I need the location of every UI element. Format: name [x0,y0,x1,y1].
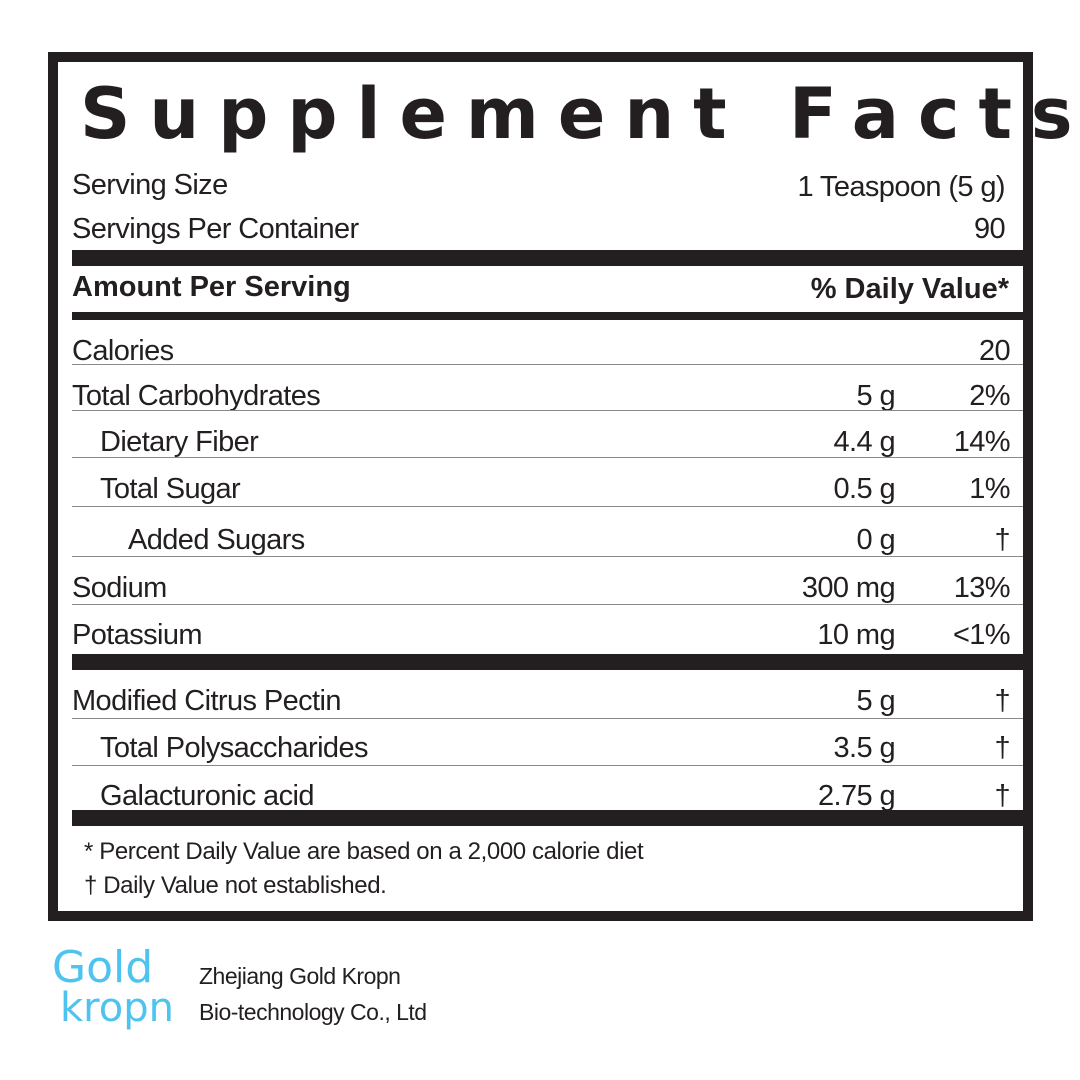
thick-divider [72,810,1023,826]
nutrient-amount: 4.4 g [833,426,896,458]
row-divider [72,506,1023,507]
nutrient-name: Potassium [72,619,203,651]
nutrient-amount: 10 mg [817,619,895,651]
nutrient-name: Calories [72,335,174,367]
footnote-daily-value: * Percent Daily Value are based on a 2,0… [84,838,644,865]
thick-divider [72,250,1023,266]
row-divider [72,364,1023,365]
nutrient-amount: 0 g [856,524,895,556]
medium-divider [72,312,1023,320]
nutrient-daily-value: † [994,780,1010,812]
row-divider [72,410,1023,411]
nutrient-name: Galacturonic acid [100,780,314,812]
panel-title: Supplement Facts [80,73,1080,155]
company-line1: Zhejiang Gold Kropn [199,963,401,989]
nutrient-name: Total Carbohydrates [72,380,321,412]
nutrient-amount: 0.5 g [833,473,896,505]
nutrient-amount: 300 mg [801,572,896,604]
nutrient-name: Added Sugars [128,524,305,556]
nutrient-daily-value: 20 [978,335,1011,367]
nutrient-name: Modified Citrus Pectin [72,685,341,717]
serving-size-label: Serving Size [72,169,228,201]
footnote-not-established: † Daily Value not established. [84,872,387,899]
row-divider [72,765,1023,766]
thick-divider [72,654,1023,670]
nutrient-daily-value: 2% [969,380,1010,412]
nutrient-amount: 5 g [856,685,895,717]
nutrient-daily-value: 14% [953,426,1011,458]
row-divider [72,556,1023,557]
gold-kropn-logo: Gold kropn [52,942,174,1031]
row-divider [72,604,1023,605]
company-name: Zhejiang Gold Kropn Bio-technology Co., … [199,958,427,1030]
daily-value-header: % Daily Value* [810,273,1009,305]
nutrient-name: Dietary Fiber [100,426,259,458]
amount-per-serving-header: Amount Per Serving [72,271,351,303]
logo-line2: kropn [60,985,174,1031]
nutrient-daily-value: <1% [952,619,1011,651]
nutrient-daily-value: 1% [969,473,1010,505]
serving-size-value: 1 Teaspoon (5 g) [797,171,1005,203]
servings-per-container-label: Servings Per Container [72,213,359,245]
nutrient-amount: 5 g [856,380,895,412]
nutrient-name: Sodium [72,572,167,604]
nutrient-daily-value: † [994,732,1010,764]
nutrient-daily-value: † [994,685,1010,717]
row-divider [72,457,1023,458]
nutrient-daily-value: † [994,524,1010,556]
company-line2: Bio-technology Co., Ltd [199,999,427,1025]
nutrient-amount: 3.5 g [833,732,896,764]
nutrient-name: Total Polysaccharides [100,732,368,764]
nutrient-name: Total Sugar [100,473,241,505]
nutrient-amount: 2.75 g [817,780,896,812]
logo-line1: Gold [52,942,154,993]
nutrient-daily-value: 13% [953,572,1011,604]
row-divider [72,718,1023,719]
servings-per-container-value: 90 [973,213,1006,245]
supplement-facts-panel: Supplement Facts Serving Size 1 Teaspoon… [48,52,1080,921]
